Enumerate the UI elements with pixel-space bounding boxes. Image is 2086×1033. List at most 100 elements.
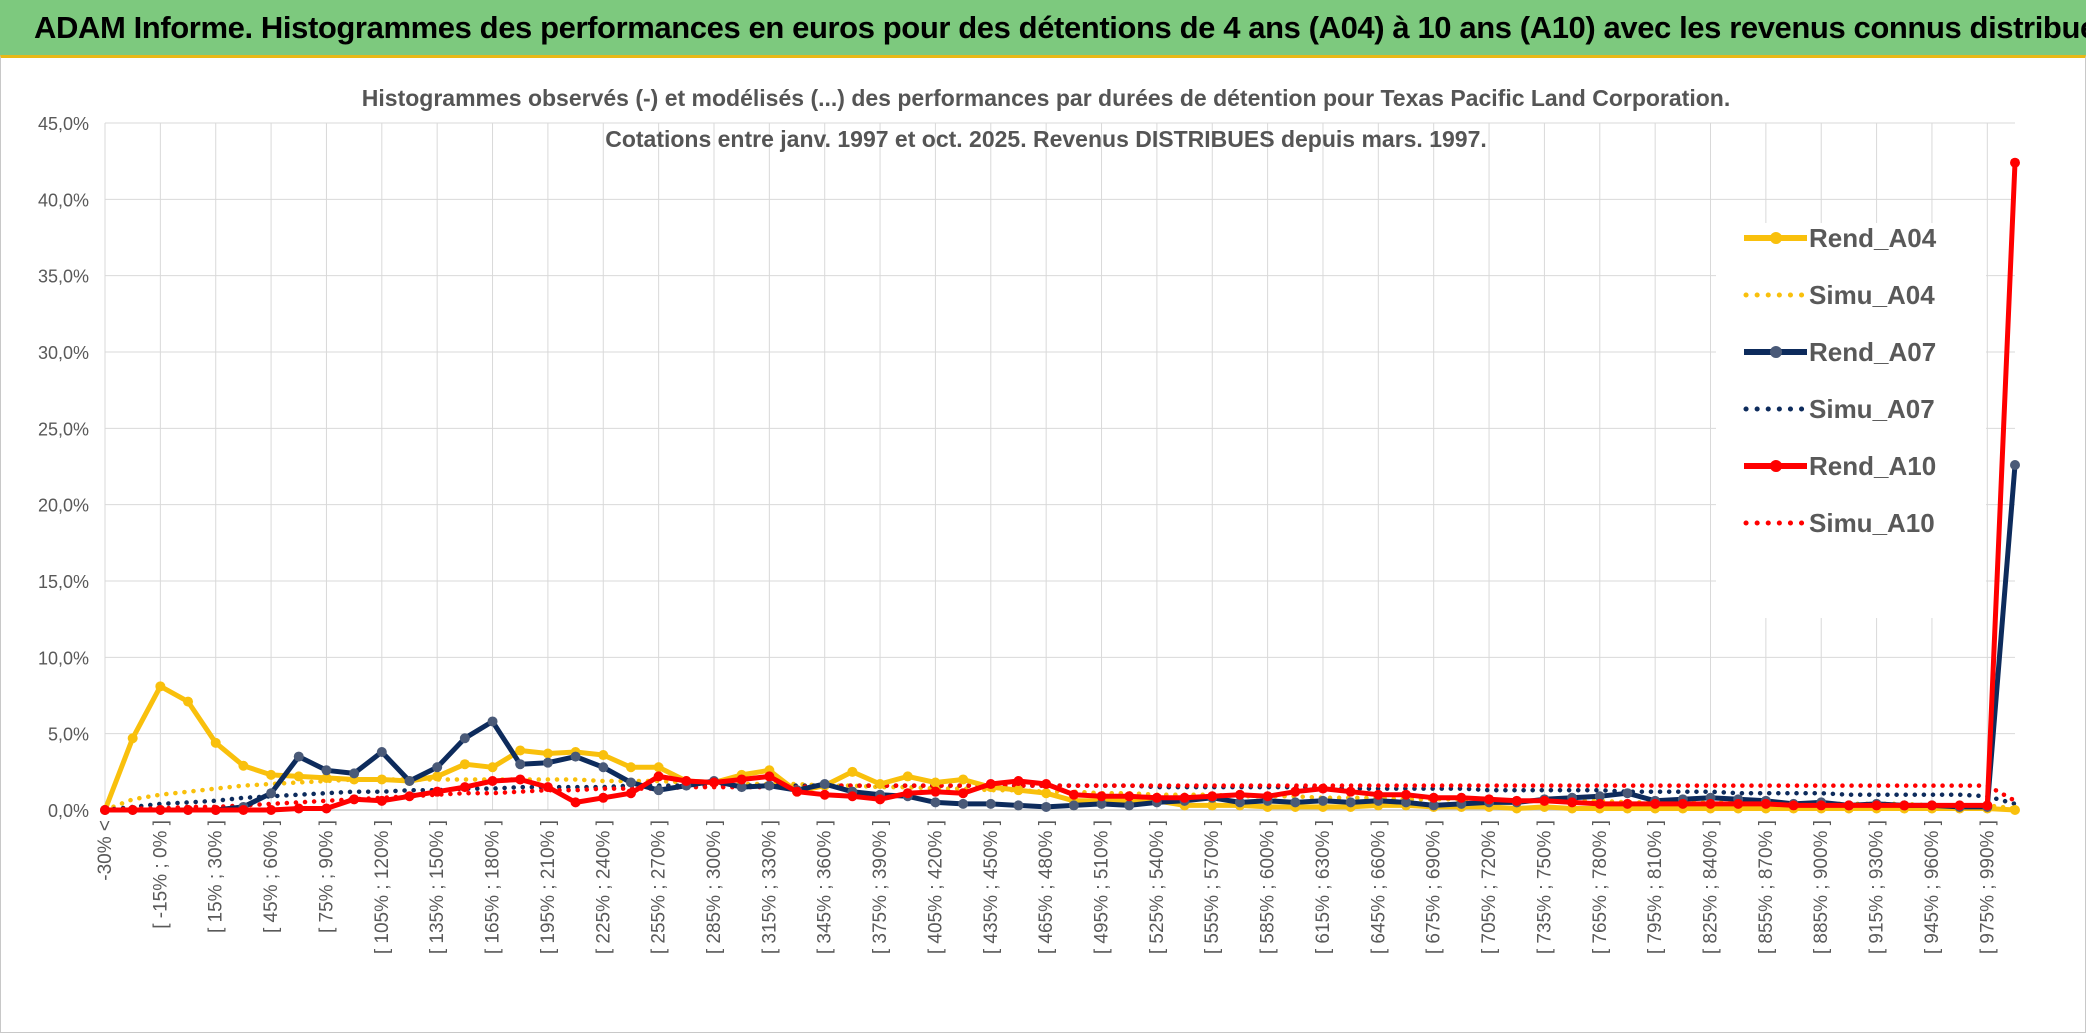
data-point	[1926, 800, 1937, 811]
x-tick-label: [ 495% ; 510% ]	[1092, 820, 1113, 954]
data-point	[210, 737, 221, 748]
x-tick-label: [ -15% ; 0% ]	[150, 820, 171, 929]
data-point	[1345, 797, 1356, 808]
data-point	[432, 762, 443, 773]
legend-label: Simu_A04	[1809, 280, 1935, 310]
legend-marker	[1770, 232, 1782, 244]
data-point	[1234, 797, 1245, 808]
data-point	[1401, 797, 1412, 808]
legend-marker	[1770, 346, 1782, 358]
data-point	[819, 779, 830, 790]
data-point	[1788, 800, 1799, 811]
data-point	[1594, 798, 1605, 809]
legend-label: Rend_A10	[1809, 451, 1936, 481]
data-point	[1013, 785, 1024, 796]
data-point	[293, 771, 304, 782]
data-point	[459, 759, 470, 770]
data-point	[432, 771, 443, 782]
data-point	[1013, 800, 1024, 811]
data-point	[100, 805, 110, 815]
data-point	[1124, 800, 1135, 811]
histogram-chart: 0,0% 5,0% 10,0% 15,0% 20,0% 25,0% 30,0% 35,0% 40…	[38, 85, 2020, 954]
chart-subtitle: Cotations entre janv. 1997 et oct. 2025.…	[605, 126, 1487, 152]
x-tick-label: [ 975% ; 990% ]	[1977, 820, 1998, 954]
x-tick-label: [ 945% ; 960% ]	[1922, 820, 1943, 954]
series-line	[105, 162, 2018, 813]
legend-item: Rend_A07	[1744, 337, 1936, 367]
x-tick-label: [ 675% ; 690% ]	[1424, 820, 1445, 954]
chart-frame: 0,0% 5,0% 10,0% 15,0% 20,0% 25,0% 30,0% 35,0% 40…	[0, 55, 2086, 1033]
data-point	[487, 775, 498, 786]
data-point	[1401, 789, 1412, 800]
data-point	[598, 762, 609, 773]
data-point	[183, 696, 194, 707]
data-point	[958, 798, 969, 809]
data-point	[1096, 791, 1107, 802]
x-tick-label: [ 795% ; 810% ]	[1645, 820, 1666, 954]
data-point	[1179, 792, 1190, 803]
x-tick-label: [ 555% ; 570% ]	[1202, 820, 1223, 954]
data-point	[598, 792, 609, 803]
chart-title: Histogrammes observés (-) et modélisés (…	[362, 85, 1730, 111]
data-point	[1705, 798, 1716, 809]
series-Rend_A10	[100, 157, 2020, 815]
data-point	[1151, 792, 1162, 803]
data-point	[1760, 798, 1771, 809]
y-tick-label: 30,0%	[38, 343, 89, 363]
data-point	[1428, 792, 1439, 803]
data-point	[985, 779, 996, 790]
data-point	[1622, 788, 1633, 799]
data-point	[183, 805, 194, 815]
chart-title-block: Histogrammes observés (-) et modélisés (…	[362, 85, 1730, 152]
data-point	[708, 777, 719, 788]
data-point	[1456, 792, 1467, 803]
data-point	[875, 779, 886, 790]
x-tick-label: [ 615% ; 630% ]	[1313, 820, 1334, 954]
data-point	[847, 766, 858, 777]
x-tick-label: [ 465% ; 480% ]	[1036, 820, 1057, 954]
data-point	[2010, 459, 2020, 470]
x-tick-label: [ 15% ; 30% ]	[206, 820, 227, 933]
y-tick-label: 25,0%	[38, 419, 89, 439]
legend-marker	[1770, 460, 1782, 472]
data-point	[736, 782, 747, 793]
data-point	[238, 805, 249, 815]
legend-label: Simu_A07	[1809, 394, 1935, 424]
data-point	[875, 794, 886, 805]
data-point	[1207, 800, 1218, 811]
data-point	[570, 797, 581, 808]
data-point	[542, 757, 553, 768]
data-point	[1290, 786, 1301, 797]
data-point	[1816, 800, 1827, 811]
data-point	[210, 805, 221, 815]
x-tick-label: [ 735% ; 750% ]	[1534, 820, 1555, 954]
data-point	[1954, 800, 1965, 811]
data-point	[2010, 805, 2020, 815]
data-point	[902, 788, 913, 799]
data-point	[1068, 789, 1079, 800]
x-tick-label: [ 345% ; 360% ]	[815, 820, 836, 954]
data-point	[653, 771, 664, 782]
series-line	[102, 683, 2016, 813]
data-point	[1262, 791, 1273, 802]
data-point	[1567, 797, 1578, 808]
series-lines	[100, 157, 2020, 815]
x-tick-label: [ 825% ; 840% ]	[1701, 820, 1722, 954]
data-point	[1733, 798, 1744, 809]
legend-item: Rend_A10	[1744, 451, 1936, 481]
x-tick-label: [ 45% ; 60% ]	[261, 820, 282, 933]
data-point	[681, 775, 692, 786]
report-title: ADAM Informe. Histogrammes des performan…	[34, 9, 2086, 45]
y-tick-label: 15,0%	[38, 572, 89, 592]
data-point	[1899, 800, 1910, 811]
data-point	[155, 681, 166, 692]
data-point	[238, 760, 249, 771]
data-point	[542, 782, 553, 793]
data-point	[819, 789, 830, 800]
data-point	[1068, 800, 1079, 811]
legend-background	[1716, 223, 1986, 618]
data-point	[902, 771, 913, 782]
x-tick-label: [ 315% ; 330% ]	[759, 820, 780, 954]
data-point	[404, 791, 415, 802]
x-tick-label: -30% <	[95, 820, 116, 881]
